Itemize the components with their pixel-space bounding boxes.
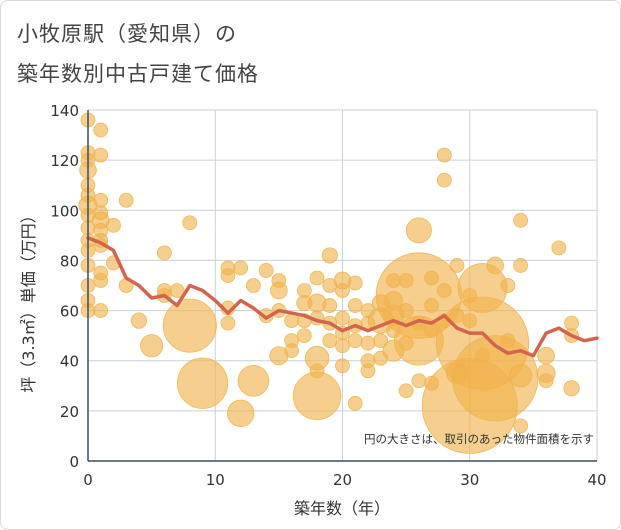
- bubble-point: [321, 247, 338, 264]
- chart-title-line2: 築年数別中古戸建て価格: [17, 62, 259, 86]
- bubble-point: [335, 358, 350, 374]
- bubble-point: [335, 310, 350, 326]
- y-tick-label: 0: [69, 453, 79, 471]
- chart-title-line1: 小牧原駅（愛知県）の: [17, 22, 237, 46]
- bubble-point: [411, 373, 427, 389]
- bubble-point: [93, 147, 109, 163]
- bubble-point: [220, 315, 236, 331]
- bubble-point: [347, 333, 363, 349]
- y-axis-label: 坪（3.3㎡）単価（万円）: [19, 207, 38, 392]
- bubble-size-note: 円の大きさは、取引のあった物件面積を示す: [364, 432, 594, 446]
- axes: [87, 110, 597, 462]
- bubble-point: [284, 343, 300, 359]
- bubble-point: [398, 383, 414, 399]
- bubble-point: [551, 240, 567, 256]
- bubble-point: [537, 346, 555, 365]
- y-tick-label: 140: [50, 102, 79, 120]
- y-tick-label: 40: [60, 353, 79, 371]
- bubble-point: [347, 275, 363, 291]
- bubble-point: [169, 283, 185, 298]
- bubble-point: [292, 371, 342, 421]
- bubble-point: [226, 399, 255, 428]
- y-tick-label: 100: [50, 202, 79, 220]
- bubble-point: [449, 258, 465, 273]
- y-tick-label: 80: [60, 252, 79, 270]
- bubble-point: [176, 357, 229, 409]
- bubble-point: [296, 328, 312, 344]
- bubble-point: [237, 364, 270, 397]
- bubble-point: [309, 270, 325, 286]
- bubble-point: [130, 312, 147, 329]
- bubble-point: [360, 335, 376, 351]
- bubble-point: [270, 281, 288, 300]
- bubble-point: [347, 395, 363, 411]
- y-tick-label: 20: [60, 403, 79, 421]
- bubble-point: [424, 323, 439, 339]
- y-tick-label: 120: [50, 152, 79, 170]
- bubble-point: [162, 298, 217, 353]
- bubble-point: [347, 298, 363, 313]
- x-axis-label: 築年数（年）: [294, 499, 390, 518]
- bubble-point: [486, 256, 505, 275]
- bubble-point: [233, 260, 249, 276]
- bubble-point: [322, 298, 338, 313]
- bubble-point: [322, 333, 338, 349]
- bubble-point: [220, 268, 236, 283]
- average-price-line: [86, 236, 599, 358]
- bubble-point: [118, 192, 134, 208]
- trend-layer: [86, 236, 599, 358]
- bubble-point: [513, 212, 529, 228]
- x-tick-label: 40: [587, 471, 606, 489]
- bubble-point: [140, 334, 164, 358]
- bubble-point: [436, 147, 452, 163]
- x-tick-label: 10: [206, 471, 225, 489]
- bubble-point: [93, 122, 109, 138]
- bubble-point: [563, 380, 580, 397]
- bubble-point: [436, 283, 452, 298]
- bubble-point: [373, 333, 389, 349]
- bubble-point: [513, 258, 529, 273]
- bubble-point: [258, 263, 274, 278]
- bubble-point: [335, 283, 350, 298]
- bubble-point: [106, 217, 121, 233]
- bubble-point: [405, 217, 432, 244]
- bubble-point: [156, 245, 172, 261]
- bubble-point: [246, 278, 261, 293]
- x-tick-label: 30: [460, 471, 479, 489]
- bubble-point: [182, 215, 198, 231]
- bubble-point: [513, 418, 529, 434]
- bubble-point: [424, 298, 439, 313]
- bubble-point: [93, 303, 109, 318]
- bubble-point: [335, 338, 350, 354]
- bubble-point: [500, 278, 516, 293]
- y-tick-label: 60: [60, 303, 79, 321]
- bubble-point: [500, 333, 516, 349]
- bubble-point: [93, 192, 109, 208]
- x-tick-label: 20: [333, 471, 352, 489]
- bubble-point: [452, 335, 539, 422]
- bubble-point: [564, 315, 579, 331]
- bubble-point: [360, 363, 376, 379]
- x-tick-label: 0: [83, 471, 93, 489]
- bubble-point: [424, 270, 439, 286]
- tick-labels: 0 20 40 60 80 100 120 140 0 10 20 30 40: [50, 102, 606, 489]
- bubble-layer: [78, 112, 580, 454]
- bubble-point: [93, 273, 109, 288]
- bubble-point: [436, 172, 452, 188]
- bubble-point: [509, 364, 533, 388]
- bubble-point: [538, 373, 554, 389]
